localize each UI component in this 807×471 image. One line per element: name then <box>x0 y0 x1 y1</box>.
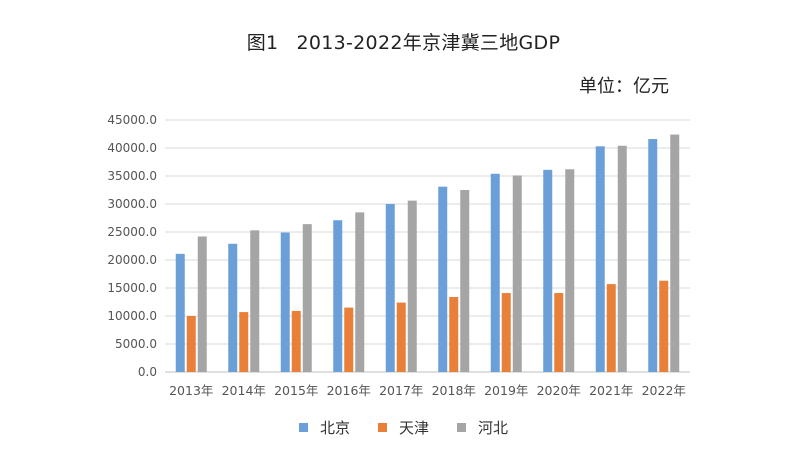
legend-swatch <box>377 423 387 432</box>
bar <box>302 224 312 372</box>
bar <box>501 293 511 372</box>
bar <box>280 232 290 372</box>
bar <box>512 175 522 372</box>
bar <box>554 293 564 372</box>
legend-label: 天津 <box>398 419 429 437</box>
bar <box>606 284 616 372</box>
legend-item: 天津 <box>377 417 429 438</box>
x-tick-label: 2016年 <box>327 383 371 398</box>
bar <box>355 212 365 372</box>
y-tick-label: 25000.0 <box>107 225 157 239</box>
bar <box>595 146 605 372</box>
bar <box>543 169 553 372</box>
bar <box>333 220 343 372</box>
bar <box>239 312 249 372</box>
x-tick-label: 2022年 <box>642 383 686 398</box>
legend-label: 北京 <box>319 419 350 437</box>
bar <box>228 243 238 372</box>
bar <box>490 173 500 372</box>
bar <box>396 302 406 372</box>
x-tick-label: 2014年 <box>222 383 266 398</box>
bar <box>565 169 575 372</box>
bar <box>197 236 207 372</box>
y-tick-label: 0.0 <box>138 365 157 379</box>
bar <box>344 307 354 372</box>
bar <box>250 230 260 372</box>
x-tick-label: 2015年 <box>274 383 318 398</box>
chart-legend: 北京 天津 河北 <box>0 417 807 438</box>
x-tick-label: 2020年 <box>537 383 581 398</box>
bar <box>186 316 196 372</box>
bar <box>385 204 395 372</box>
y-tick-label: 10000.0 <box>107 309 157 323</box>
x-tick-label: 2021年 <box>589 383 633 398</box>
y-tick-label: 40000.0 <box>107 141 157 155</box>
chart-title-text: 2013-2022年京津冀三地GDP <box>296 32 561 54</box>
y-tick-label: 30000.0 <box>107 197 157 211</box>
y-tick-label: 35000.0 <box>107 169 157 183</box>
y-tick-label: 20000.0 <box>107 253 157 267</box>
bar <box>670 134 680 372</box>
unit-label: 单位：亿元 <box>579 76 669 97</box>
bar <box>460 190 470 372</box>
bar <box>659 280 669 372</box>
x-tick-label: 2013年 <box>169 383 213 398</box>
bar <box>438 186 448 372</box>
legend-label: 河北 <box>478 419 509 437</box>
legend-swatch <box>298 423 308 432</box>
bar <box>648 139 658 372</box>
legend-item: 河北 <box>457 417 508 438</box>
y-tick-label: 45000.0 <box>107 113 157 127</box>
bar <box>617 145 627 372</box>
chart-title: 图1 2013-2022年京津冀三地GDP <box>0 28 807 55</box>
y-tick-label: 15000.0 <box>107 281 157 295</box>
x-tick-label: 2017年 <box>379 383 423 398</box>
bar <box>291 310 301 372</box>
legend-item: 北京 <box>298 417 350 438</box>
x-tick-label: 2018年 <box>432 383 476 398</box>
bar <box>407 200 417 372</box>
bar <box>449 296 459 372</box>
bar <box>175 253 185 372</box>
legend-swatch <box>457 423 466 432</box>
y-tick-label: 5000.0 <box>115 337 157 351</box>
x-tick-label: 2019年 <box>484 383 528 398</box>
chart-title-prefix: 图1 <box>246 32 279 54</box>
